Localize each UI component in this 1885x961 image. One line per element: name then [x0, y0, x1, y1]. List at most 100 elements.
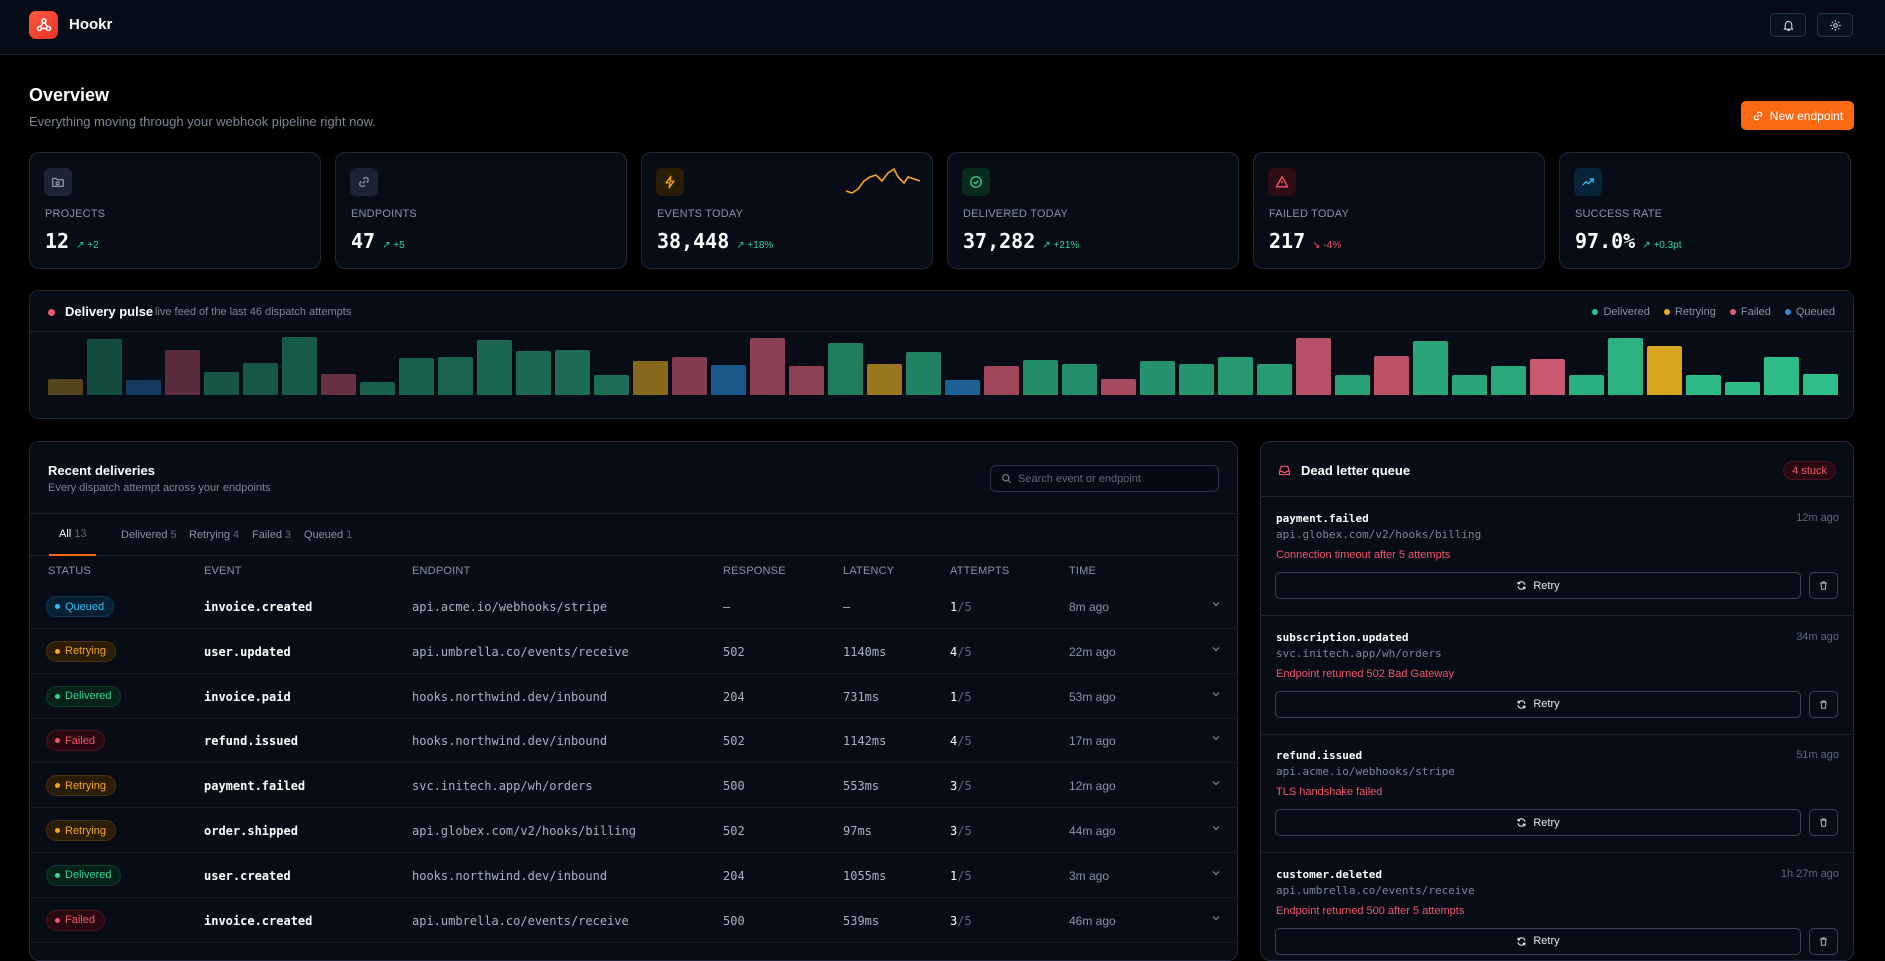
endpoint-url[interactable]: api.umbrella.co/events/receive: [412, 645, 629, 659]
chevron-down-icon[interactable]: [1210, 777, 1222, 789]
retry-button[interactable]: Retry: [1275, 928, 1801, 955]
pulse-bar[interactable]: [945, 380, 980, 395]
pulse-bar[interactable]: [1764, 357, 1799, 395]
chevron-down-icon[interactable]: [1210, 732, 1222, 744]
column-header-event[interactable]: EVENT: [204, 565, 242, 577]
pulse-bar[interactable]: [711, 365, 746, 395]
pulse-bar[interactable]: [321, 374, 356, 395]
column-header-attempts[interactable]: ATTEMPTS: [950, 565, 1009, 577]
pulse-bar[interactable]: [87, 339, 122, 395]
pulse-bar[interactable]: [516, 351, 551, 395]
pulse-bar[interactable]: [477, 340, 512, 395]
delete-button[interactable]: [1809, 572, 1838, 599]
refresh-icon: [1516, 817, 1527, 828]
pulse-bar[interactable]: [1374, 356, 1409, 395]
pulse-bar[interactable]: [1062, 364, 1097, 395]
trash-icon: [1818, 580, 1829, 591]
pulse-bar[interactable]: [399, 358, 434, 395]
pulse-bar[interactable]: [1218, 357, 1253, 395]
table-row[interactable]: Retrying user.updated api.umbrella.co/ev…: [30, 630, 1237, 674]
pulse-bar[interactable]: [126, 380, 161, 395]
chevron-down-icon[interactable]: [1210, 912, 1222, 924]
endpoint-url[interactable]: hooks.northwind.dev/inbound: [412, 869, 607, 883]
delete-button[interactable]: [1809, 691, 1838, 718]
column-header-status[interactable]: STATUS: [48, 565, 91, 577]
pulse-bar[interactable]: [360, 382, 395, 395]
pulse-bar[interactable]: [1296, 338, 1331, 395]
pulse-bar[interactable]: [204, 372, 239, 395]
column-header-response[interactable]: RESPONSE: [723, 565, 786, 577]
table-row[interactable]: Failed invoice.created api.umbrella.co/e…: [30, 899, 1237, 943]
pulse-bar[interactable]: [243, 363, 278, 395]
pulse-bar[interactable]: [1023, 360, 1058, 395]
pulse-bar[interactable]: [828, 343, 863, 395]
pulse-bar[interactable]: [906, 352, 941, 396]
endpoint-url[interactable]: hooks.northwind.dev/inbound: [412, 690, 607, 704]
pulse-bar[interactable]: [1530, 359, 1565, 395]
retry-button[interactable]: Retry: [1275, 691, 1801, 718]
table-row[interactable]: Retrying payment.failed svc.initech.app/…: [30, 764, 1237, 808]
endpoint-url[interactable]: svc.initech.app/wh/orders: [412, 779, 593, 793]
pulse-bar[interactable]: [1179, 364, 1214, 395]
pulse-bar[interactable]: [1452, 375, 1487, 395]
new-endpoint-button[interactable]: New endpoint: [1741, 101, 1854, 130]
settings-button[interactable]: [1817, 13, 1853, 37]
pulse-bar[interactable]: [1803, 374, 1838, 395]
retry-button[interactable]: Retry: [1275, 572, 1801, 599]
pulse-bar[interactable]: [165, 350, 200, 395]
retry-button[interactable]: Retry: [1275, 809, 1801, 836]
pulse-bar[interactable]: [438, 357, 473, 395]
pulse-bar[interactable]: [1335, 375, 1370, 395]
endpoint-url[interactable]: api.globex.com/v2/hooks/billing: [412, 824, 636, 838]
table-row[interactable]: Retrying order.shipped api.globex.com/v2…: [30, 809, 1237, 853]
pulse-bar[interactable]: [672, 357, 707, 395]
chevron-down-icon[interactable]: [1210, 598, 1222, 610]
table-row[interactable]: Failed refund.issued hooks.northwind.dev…: [30, 719, 1237, 763]
response-code: 502: [723, 734, 745, 748]
hookr-logo-icon[interactable]: [29, 11, 58, 39]
delete-button[interactable]: [1809, 928, 1838, 955]
table-row[interactable]: Queued invoice.created api.acme.io/webho…: [30, 585, 1237, 629]
table-row[interactable]: Delivered invoice.paid hooks.northwind.d…: [30, 675, 1237, 719]
chevron-down-icon[interactable]: [1210, 643, 1222, 655]
pulse-bar[interactable]: [282, 337, 317, 395]
delete-button[interactable]: [1809, 809, 1838, 836]
pulse-bar[interactable]: [1491, 366, 1526, 395]
chevron-down-icon[interactable]: [1210, 822, 1222, 834]
pulse-bar[interactable]: [1140, 361, 1175, 395]
column-header-endpoint[interactable]: ENDPOINT: [412, 565, 470, 577]
pulse-bar[interactable]: [48, 379, 83, 395]
column-header-latency[interactable]: LATENCY: [843, 565, 894, 577]
column-header-time[interactable]: TIME: [1069, 565, 1096, 577]
pulse-bar[interactable]: [1725, 382, 1760, 395]
pulse-bar[interactable]: [789, 366, 824, 395]
endpoint-url[interactable]: hooks.northwind.dev/inbound: [412, 734, 607, 748]
chevron-down-icon[interactable]: [1210, 867, 1222, 879]
pulse-bar[interactable]: [1686, 375, 1721, 395]
pulse-bar[interactable]: [1413, 341, 1448, 395]
pulse-bar[interactable]: [1101, 379, 1136, 395]
pulse-bar[interactable]: [555, 350, 590, 395]
pulse-bar[interactable]: [1608, 338, 1643, 395]
notifications-button[interactable]: [1770, 13, 1806, 37]
pulse-bar[interactable]: [594, 375, 629, 395]
chevron-down-icon[interactable]: [1210, 688, 1222, 700]
pulse-bar[interactable]: [984, 366, 1019, 395]
pulse-bar[interactable]: [633, 361, 668, 395]
pulse-bar[interactable]: [1257, 364, 1292, 395]
endpoint-url[interactable]: api.acme.io/webhooks/stripe: [412, 600, 607, 614]
table-row[interactable]: Delivered user.created hooks.northwind.d…: [30, 854, 1237, 898]
retry-label: Retry: [1533, 935, 1559, 947]
latency: 1140ms: [843, 645, 886, 659]
pulse-bar[interactable]: [867, 364, 902, 395]
pulse-bar[interactable]: [1569, 375, 1604, 395]
search-input[interactable]: Search event or endpoint: [990, 465, 1219, 492]
pulse-bar[interactable]: [1647, 346, 1682, 395]
endpoint-url[interactable]: api.umbrella.co/events/receive: [412, 914, 629, 928]
pulse-bar[interactable]: [750, 338, 785, 395]
